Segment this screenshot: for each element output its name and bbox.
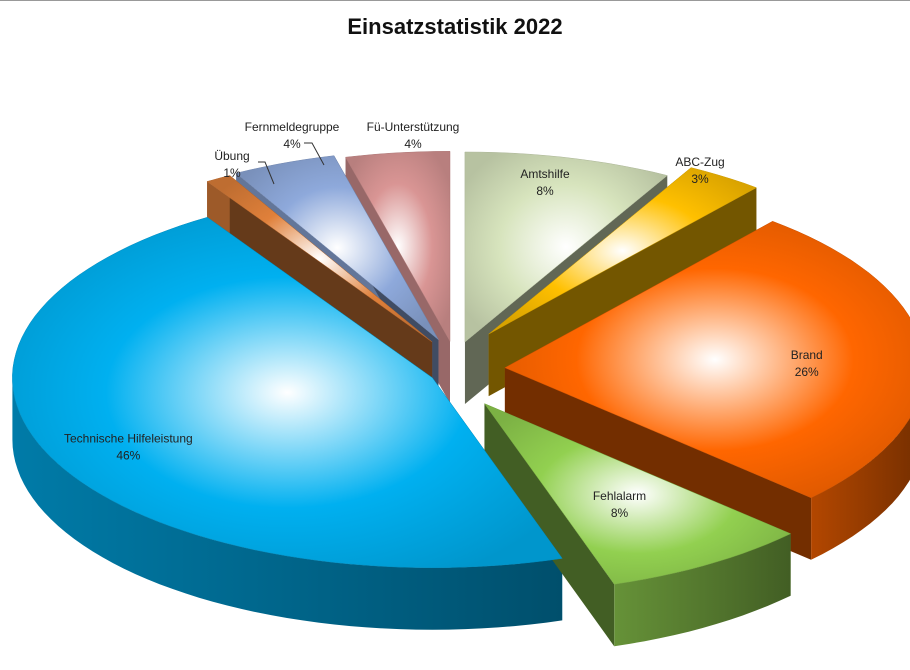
pie-slice--bung bbox=[206, 175, 433, 343]
pie-slice-f-unterst-tzung bbox=[345, 151, 451, 343]
slice-wall bbox=[484, 403, 615, 647]
data-label-name: ABC-Zug bbox=[675, 155, 724, 169]
pie-slice-technische-hilfeleistung bbox=[12, 217, 563, 568]
slice-outer-wall bbox=[614, 533, 791, 647]
data-label-name: Fü-Unterstützung bbox=[367, 120, 460, 134]
leader-line bbox=[304, 142, 325, 166]
pie-slice-fernmeldegruppe bbox=[235, 155, 439, 340]
data-label-value: 1% bbox=[223, 166, 241, 180]
data-label-value: 3% bbox=[691, 172, 709, 186]
data-label-value: 26% bbox=[795, 365, 819, 379]
data-label-value: 46% bbox=[116, 448, 140, 462]
data-label-name: Brand bbox=[791, 348, 823, 362]
data-label-value: 4% bbox=[404, 137, 422, 151]
data-label-name: Übung bbox=[214, 149, 249, 163]
leader-line bbox=[258, 161, 275, 185]
top-border bbox=[0, 0, 910, 1]
data-label-name: Fehlalarm bbox=[593, 489, 646, 503]
data-label-value: 8% bbox=[611, 506, 629, 520]
data-label-name: Technische Hilfeleistung bbox=[64, 431, 193, 445]
slice-outer-wall bbox=[811, 417, 910, 560]
data-label-value: 4% bbox=[283, 137, 301, 151]
chart-title: Einsatzstatistik 2022 bbox=[347, 14, 563, 39]
pie-slice-amtshilfe bbox=[464, 151, 668, 343]
data-label-value: 8% bbox=[536, 184, 554, 198]
pie-slice-abc-zug bbox=[488, 167, 758, 335]
slice-outer-wall bbox=[12, 377, 563, 630]
pie-slice-fehlalarm bbox=[483, 403, 792, 585]
data-label-name: Amtshilfe bbox=[520, 167, 570, 181]
data-label-name: Fernmeldegruppe bbox=[245, 120, 340, 134]
pie-slice-brand bbox=[504, 221, 910, 499]
